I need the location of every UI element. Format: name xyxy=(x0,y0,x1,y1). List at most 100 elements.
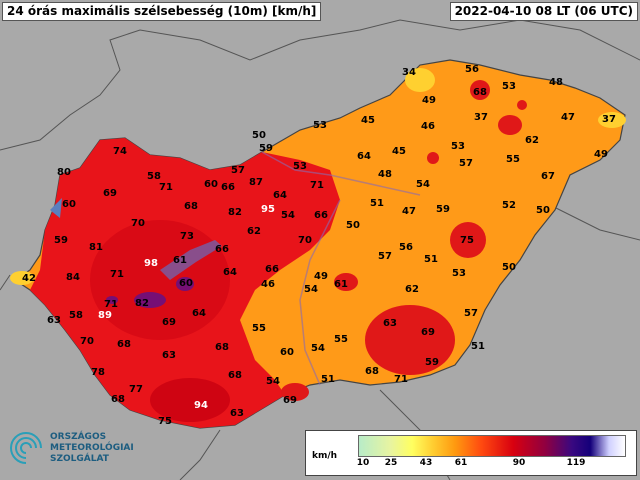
station-value: 49 xyxy=(594,149,608,160)
station-value: 53 xyxy=(451,141,465,152)
station-value: 84 xyxy=(66,272,80,283)
station-value: 75 xyxy=(460,235,474,246)
station-value: 57 xyxy=(464,308,478,319)
station-value: 66 xyxy=(314,210,328,221)
station-value: 66 xyxy=(265,264,279,275)
station-value: 78 xyxy=(91,367,105,378)
omsz-logo: ORSZÁGOS METEOROLÓGIAI SZOLGÁLAT xyxy=(8,428,158,476)
station-value: 49 xyxy=(314,271,328,282)
station-value: 47 xyxy=(561,112,575,123)
station-value: 49 xyxy=(422,95,436,106)
station-value: 47 xyxy=(402,206,416,217)
station-value: 59 xyxy=(425,357,439,368)
station-value: 71 xyxy=(110,269,124,280)
station-value: 53 xyxy=(293,161,307,172)
station-value: 52 xyxy=(502,200,516,211)
station-value: 51 xyxy=(321,374,335,385)
station-value: 45 xyxy=(361,115,375,126)
station-value: 71 xyxy=(159,182,173,193)
station-value: 98 xyxy=(144,258,158,269)
logo-line-1: ORSZÁGOS xyxy=(50,432,107,442)
station-value: 46 xyxy=(421,121,435,132)
station-value: 54 xyxy=(281,210,295,221)
station-value: 63 xyxy=(47,315,61,326)
station-value: 59 xyxy=(259,143,273,154)
station-value: 66 xyxy=(215,244,229,255)
station-value: 87 xyxy=(249,177,263,188)
station-value: 64 xyxy=(357,151,371,162)
station-value: 60 xyxy=(62,199,76,210)
station-value: 74 xyxy=(113,146,127,157)
legend-tick: 61 xyxy=(454,458,468,468)
station-value: 64 xyxy=(192,308,206,319)
station-value: 58 xyxy=(147,171,161,182)
station-value: 62 xyxy=(247,226,261,237)
station-value: 51 xyxy=(370,198,384,209)
station-value: 69 xyxy=(162,317,176,328)
legend-unit: km/h xyxy=(312,451,338,461)
station-value: 62 xyxy=(405,284,419,295)
station-value: 64 xyxy=(223,267,237,278)
station-value: 57 xyxy=(459,158,473,169)
station-value: 89 xyxy=(98,310,112,321)
station-value: 50 xyxy=(502,262,516,273)
station-value: 61 xyxy=(334,279,348,290)
hungary-field xyxy=(10,59,626,429)
station-value: 53 xyxy=(452,268,466,279)
station-value: 70 xyxy=(298,235,312,246)
station-value: 77 xyxy=(129,384,143,395)
station-value: 37 xyxy=(602,114,616,125)
balaton-lake xyxy=(160,240,222,280)
station-value: 56 xyxy=(399,242,413,253)
station-value: 50 xyxy=(346,220,360,231)
station-value: 63 xyxy=(162,350,176,361)
station-value: 71 xyxy=(104,299,118,310)
omsz-logo-icon xyxy=(10,432,44,466)
station-value: 71 xyxy=(310,180,324,191)
station-value: 37 xyxy=(474,112,488,123)
station-value: 53 xyxy=(502,81,516,92)
station-value: 50 xyxy=(252,130,266,141)
station-value: 80 xyxy=(57,167,71,178)
legend-tick: 25 xyxy=(384,458,398,468)
station-value: 95 xyxy=(261,204,275,215)
map-datetime: 2022-04-10 08 LT (06 UTC) xyxy=(449,2,638,21)
station-value: 70 xyxy=(80,336,94,347)
station-value: 60 xyxy=(179,278,193,289)
station-value: 55 xyxy=(334,334,348,345)
station-value: 68 xyxy=(473,87,487,98)
station-value: 54 xyxy=(416,179,430,190)
station-value: 57 xyxy=(231,165,245,176)
map-title: 24 órás maximális szélsebesség (10m) [km… xyxy=(2,2,322,21)
station-value: 69 xyxy=(283,395,297,406)
station-value: 55 xyxy=(252,323,266,334)
station-value: 53 xyxy=(313,120,327,131)
danube-river xyxy=(261,151,421,386)
station-value: 64 xyxy=(273,190,287,201)
station-value: 55 xyxy=(506,154,520,165)
station-value: 68 xyxy=(215,342,229,353)
station-value: 59 xyxy=(54,235,68,246)
station-value: 68 xyxy=(111,394,125,405)
station-value: 68 xyxy=(184,201,198,212)
station-value: 59 xyxy=(436,204,450,215)
station-value: 48 xyxy=(549,77,563,88)
station-value: 56 xyxy=(465,64,479,75)
station-value: 60 xyxy=(204,179,218,190)
station-value: 94 xyxy=(194,400,208,411)
station-value: 42 xyxy=(22,273,36,284)
station-value: 69 xyxy=(421,327,435,338)
station-value: 57 xyxy=(378,251,392,262)
station-value: 46 xyxy=(261,279,275,290)
station-value: 68 xyxy=(117,339,131,350)
station-value: 50 xyxy=(536,205,550,216)
station-value: 58 xyxy=(69,310,83,321)
station-value: 69 xyxy=(103,188,117,199)
station-value: 68 xyxy=(228,370,242,381)
station-value: 68 xyxy=(365,366,379,377)
station-value: 62 xyxy=(525,135,539,146)
legend-tick: 119 xyxy=(566,458,586,468)
station-value: 63 xyxy=(230,408,244,419)
station-value: 75 xyxy=(158,416,172,427)
